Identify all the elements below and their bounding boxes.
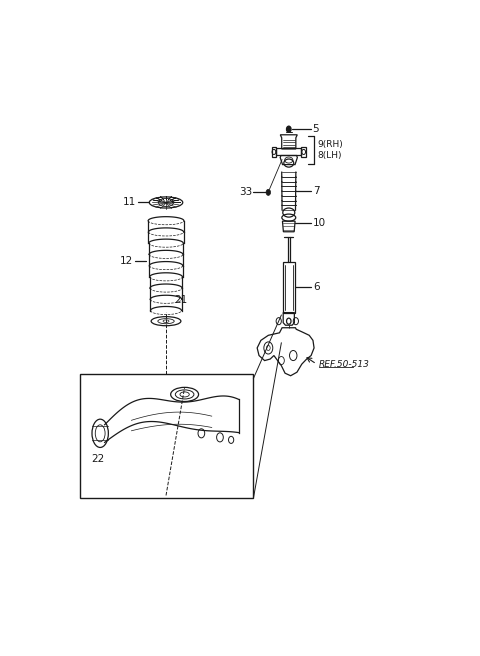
Text: 33: 33	[240, 188, 252, 197]
Bar	[81, 374, 253, 498]
Text: 22: 22	[92, 453, 105, 464]
Text: 7: 7	[313, 186, 320, 196]
Text: 11: 11	[123, 197, 136, 207]
Text: 10: 10	[313, 218, 326, 228]
Text: 21: 21	[174, 295, 188, 305]
Bar	[301, 148, 306, 157]
Circle shape	[266, 190, 271, 195]
Text: 12: 12	[120, 256, 133, 266]
Text: 5: 5	[312, 124, 318, 134]
Bar	[276, 148, 301, 155]
Text: REF.50-513: REF.50-513	[319, 359, 370, 369]
Circle shape	[287, 126, 291, 133]
Bar	[272, 148, 276, 157]
Text: 9(RH)
8(LH): 9(RH) 8(LH)	[317, 140, 343, 160]
Text: 6: 6	[313, 282, 320, 293]
